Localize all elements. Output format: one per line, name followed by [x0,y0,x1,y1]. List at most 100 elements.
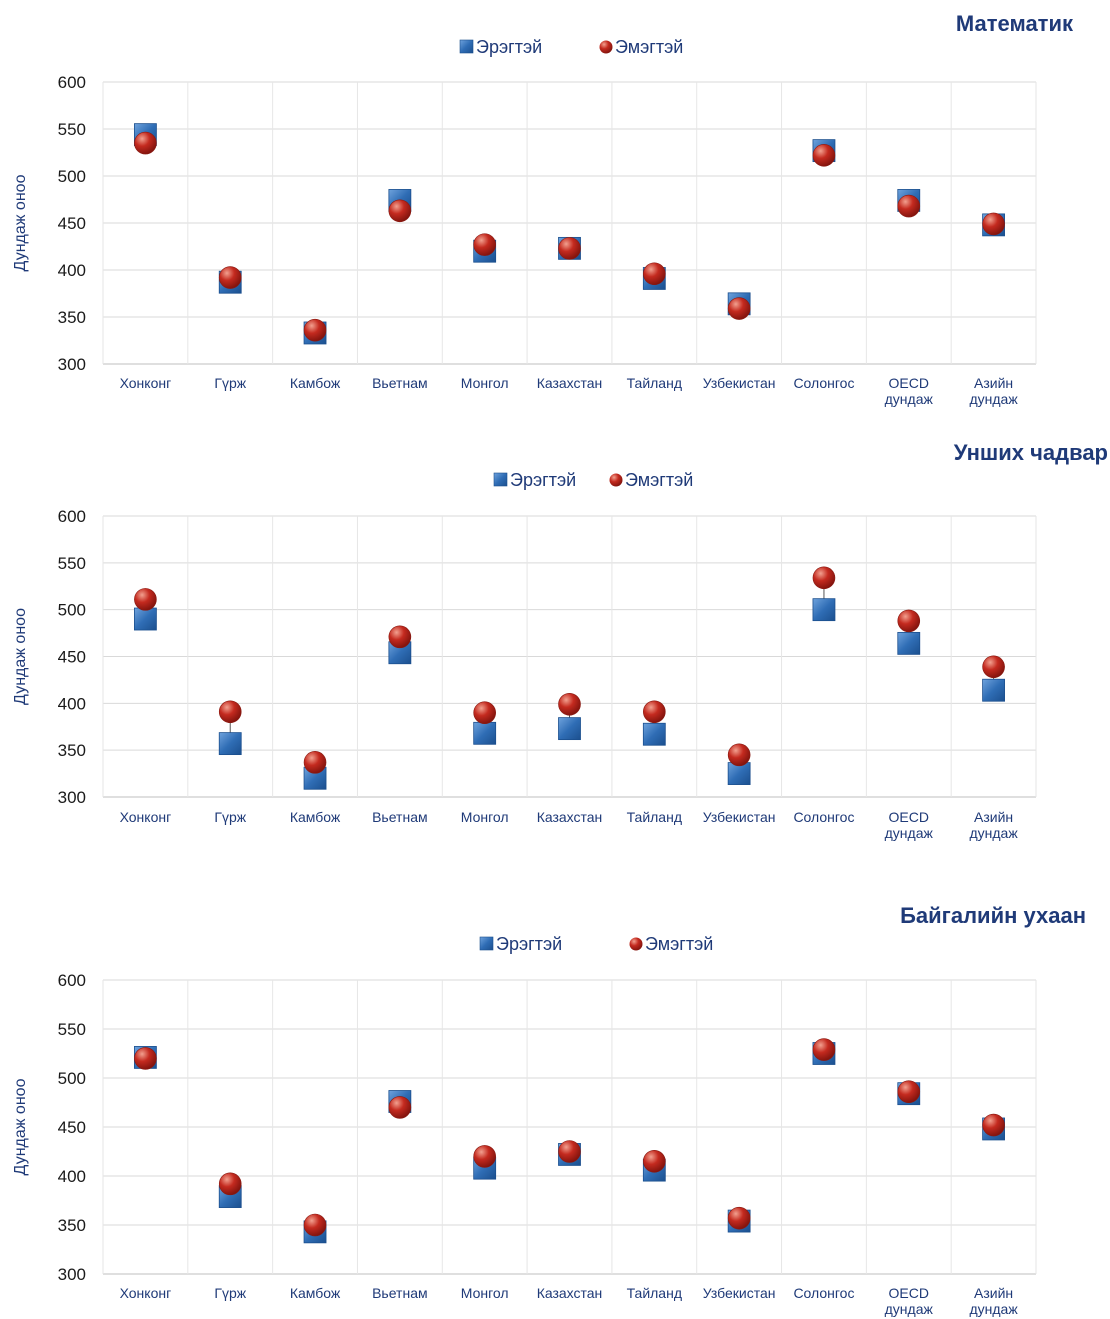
x-tick-label: Азийн дундаж [969,1285,1018,1317]
x-tick-label: Монгол [461,375,509,391]
chart-panel-science: Байгалийн ухаан Дундаж оноо 600 550 500 450 40… [0,880,1110,1319]
x-tick-label: Гүрж [214,1285,246,1301]
x-tick-label: OECD дундаж [885,1285,934,1317]
male-point [473,721,497,745]
female-point [388,625,412,649]
female-point [473,233,496,256]
female-point [134,131,157,155]
x-tick-label: Солонгос [793,809,854,825]
female-point [727,743,751,767]
x-tick-label: Казахстан [537,809,603,825]
x-tick-label: Солонгос [793,375,854,391]
x-tick-label: Гүрж [214,809,246,825]
x-tick-label: Камбож [290,1285,341,1301]
y-tick-label: 550 [58,554,86,573]
x-tick-label: Гүрж [214,375,246,391]
legend-male-label: Эрэгтэй [496,934,562,954]
female-point [897,194,921,218]
chart-panel-mathematics: Математик Дундаж оноо 600 550 500 450 400 350 30… [0,0,1110,430]
x-tick-label: Хонконг [120,1285,172,1301]
female-point [218,700,242,724]
female-point [218,1172,242,1196]
male-point [642,722,666,746]
y-axis-label: Дундаж оноо [12,174,29,271]
x-tick-label: Хонконг [120,809,172,825]
female-point [303,318,327,342]
y-tick-label: 400 [58,694,86,713]
y-axis-label: Дундаж оноо [12,1078,29,1175]
y-tick-label: 350 [58,308,86,327]
chart-title: Байгалийн ухаан [900,903,1086,928]
x-tick-label: Узбекистан [703,1285,776,1301]
male-point [558,717,581,741]
chart-svg: Унших чадвар Дундаж оноо 600 550 500 450 400 35… [12,440,1108,841]
y-tick-label: 600 [58,971,86,990]
male-point [982,678,1005,702]
x-tick-label: Тайланд [627,1285,682,1301]
female-point [218,266,242,289]
y-tick-label: 600 [58,507,86,526]
female-point [303,1213,327,1237]
male-point [897,631,921,655]
y-tick-label: 500 [58,601,86,620]
female-point [473,701,496,725]
x-tick-label: Монгол [461,1285,509,1301]
y-tick-label: 550 [58,1020,86,1039]
x-tick-label: Солонгос [793,1285,854,1301]
y-tick-label: 450 [58,1118,86,1137]
x-tick-label: Азийн дундаж [969,375,1018,407]
legend-female-marker [599,40,613,54]
female-point [812,566,836,590]
female-point [812,144,836,167]
x-tick-label: OECD дундаж [885,375,934,407]
y-tick-label: 450 [58,648,86,667]
y-tick-label: 500 [58,167,86,186]
y-tick-label: 300 [58,355,86,374]
x-tick-label: Казахстан [537,1285,603,1301]
x-tick-label: Вьетнам [372,375,428,391]
y-tick-label: 350 [58,1216,86,1235]
male-point [134,607,157,631]
y-tick-label: 600 [58,73,86,92]
y-tick-label: 450 [58,214,86,233]
female-point [643,700,666,724]
x-tick-label: Вьетнам [372,809,428,825]
chart-svg: Байгалийн ухаан Дундаж оноо 600 550 500 450 40… [12,903,1086,1317]
legend-female-label: Эмэгтэй [625,470,693,490]
male-point [218,732,242,756]
x-tick-label: Камбож [290,809,341,825]
y-tick-label: 500 [58,1069,86,1088]
female-point [388,1096,412,1119]
female-point [982,212,1005,236]
female-point [727,1206,751,1230]
x-tick-label: Узбекистан [703,375,776,391]
female-point [134,588,157,611]
x-tick-label: Вьетнам [372,1285,428,1301]
x-tick-label: Тайланд [627,809,682,825]
female-point [134,1047,157,1070]
female-point [558,692,581,716]
legend-female-label: Эмэгтэй [615,37,683,57]
female-point [558,1140,581,1163]
female-point [897,1080,921,1104]
female-point [303,751,327,774]
legend-male-marker [459,39,474,54]
y-tick-label: 400 [58,1167,86,1186]
female-point [897,609,921,633]
legend-male-label: Эрэгтэй [510,470,576,490]
male-point [812,598,836,622]
female-point [643,262,666,286]
chart-panel-reading: Унших чадвар Дундаж оноо 600 550 500 450 400 35… [0,430,1110,870]
female-point [727,297,751,320]
x-tick-label: Тайланд [627,375,682,391]
legend-female-label: Эмэгтэй [645,934,713,954]
female-point [473,1145,496,1168]
legend-male-marker [479,936,494,951]
x-tick-label: Камбож [290,375,341,391]
female-point [388,199,412,223]
y-tick-label: 300 [58,1265,86,1284]
legend-male-label: Эрэгтэй [476,37,542,57]
x-tick-label: Монгол [461,809,509,825]
female-point [982,1113,1005,1137]
chart-svg: Математик Дундаж оноо 600 550 500 450 400 350 30… [12,11,1074,407]
